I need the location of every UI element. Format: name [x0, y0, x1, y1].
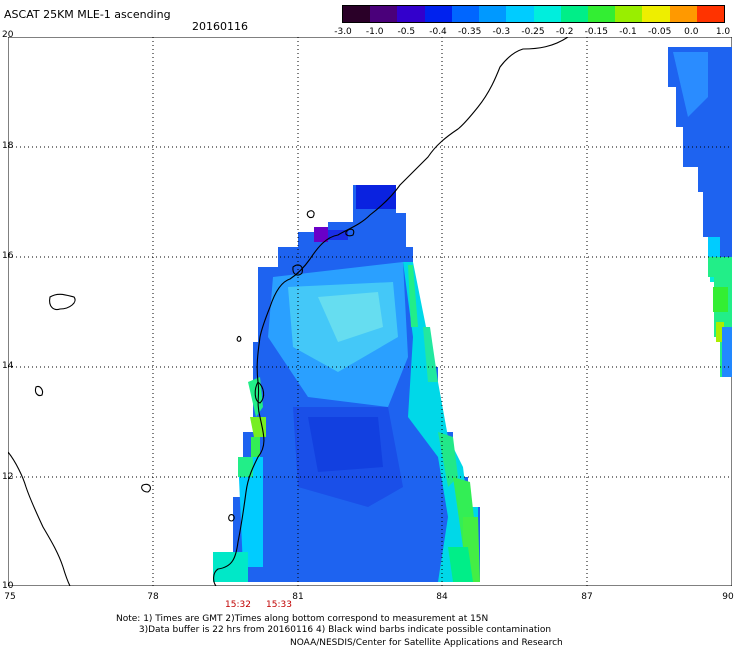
- lon-label-78: 78: [147, 592, 159, 602]
- colorbar-swatch: [533, 6, 561, 22]
- colorbar-swatch: [669, 6, 697, 22]
- product-date: 20160116: [192, 20, 248, 33]
- pass-time-2: 15:33: [266, 600, 292, 610]
- lon-label-90: 90: [722, 592, 734, 602]
- colorbar-swatch: [642, 6, 670, 22]
- colorbar-label: -1.0: [365, 27, 384, 37]
- lat-label-18: 18: [2, 141, 14, 151]
- lon-label-75: 75: [4, 592, 16, 602]
- colorbar-label: -0.2: [555, 27, 574, 37]
- lat-label-14: 14: [2, 361, 14, 371]
- lat-label-12: 12: [2, 472, 14, 482]
- gridlines: [8, 37, 732, 586]
- notes-block: Note: 1) Times are GMT 2)Times along bot…: [116, 614, 551, 636]
- colorbar-swatch: [560, 6, 588, 22]
- pass-time-1: 15:32: [225, 600, 251, 610]
- lon-label-84: 84: [436, 592, 448, 602]
- product-title: ASCAT 25KM MLE-1 ascending: [4, 8, 171, 21]
- coastline: [8, 37, 569, 586]
- colorbar-swatch: [451, 6, 480, 22]
- colorbar-swatch: [397, 6, 425, 22]
- lat-label-10: 10: [2, 581, 14, 591]
- colorbar-swatch: [615, 6, 643, 22]
- colorbar-swatch: [479, 6, 507, 22]
- lat-label-16: 16: [2, 251, 14, 261]
- colorbar-label: -0.25: [521, 27, 545, 37]
- colorbar-swatch: [506, 6, 534, 22]
- colorbar-swatch: [696, 6, 725, 22]
- swath-main: [213, 185, 480, 582]
- colorbar-swatch: [587, 6, 616, 22]
- colorbar: [342, 5, 725, 23]
- colorbar-label: -0.35: [458, 27, 482, 37]
- colorbar-label: -0.1: [619, 27, 637, 37]
- note-line-2: 3)Data buffer is 22 hrs from 20160116 4)…: [138, 625, 552, 635]
- map-panel: [8, 37, 732, 586]
- colorbar-label: -0.5: [397, 27, 416, 37]
- note-line-1: Note: 1) Times are GMT 2)Times along bot…: [116, 614, 489, 624]
- colorbar-swatch: [343, 6, 371, 22]
- credit-line: NOAA/NESDIS/Center for Satellite Applica…: [290, 638, 563, 648]
- lon-label-81: 81: [292, 592, 304, 602]
- colorbar-swatch: [370, 6, 398, 22]
- lon-label-87: 87: [581, 592, 593, 602]
- lat-label-20: 20: [2, 30, 14, 40]
- colorbar-label: -0.4: [429, 27, 447, 37]
- colorbar-label: -0.05: [648, 27, 672, 37]
- colorbar-label: -3.0: [334, 27, 352, 37]
- colorbar-label: -0.3: [492, 27, 511, 37]
- colorbar-label: 1.0: [715, 27, 731, 37]
- colorbar-label: 0.0: [684, 27, 699, 37]
- colorbar-swatch: [424, 6, 452, 22]
- swath-east: [668, 47, 732, 377]
- colorbar-label: -0.15: [584, 27, 608, 37]
